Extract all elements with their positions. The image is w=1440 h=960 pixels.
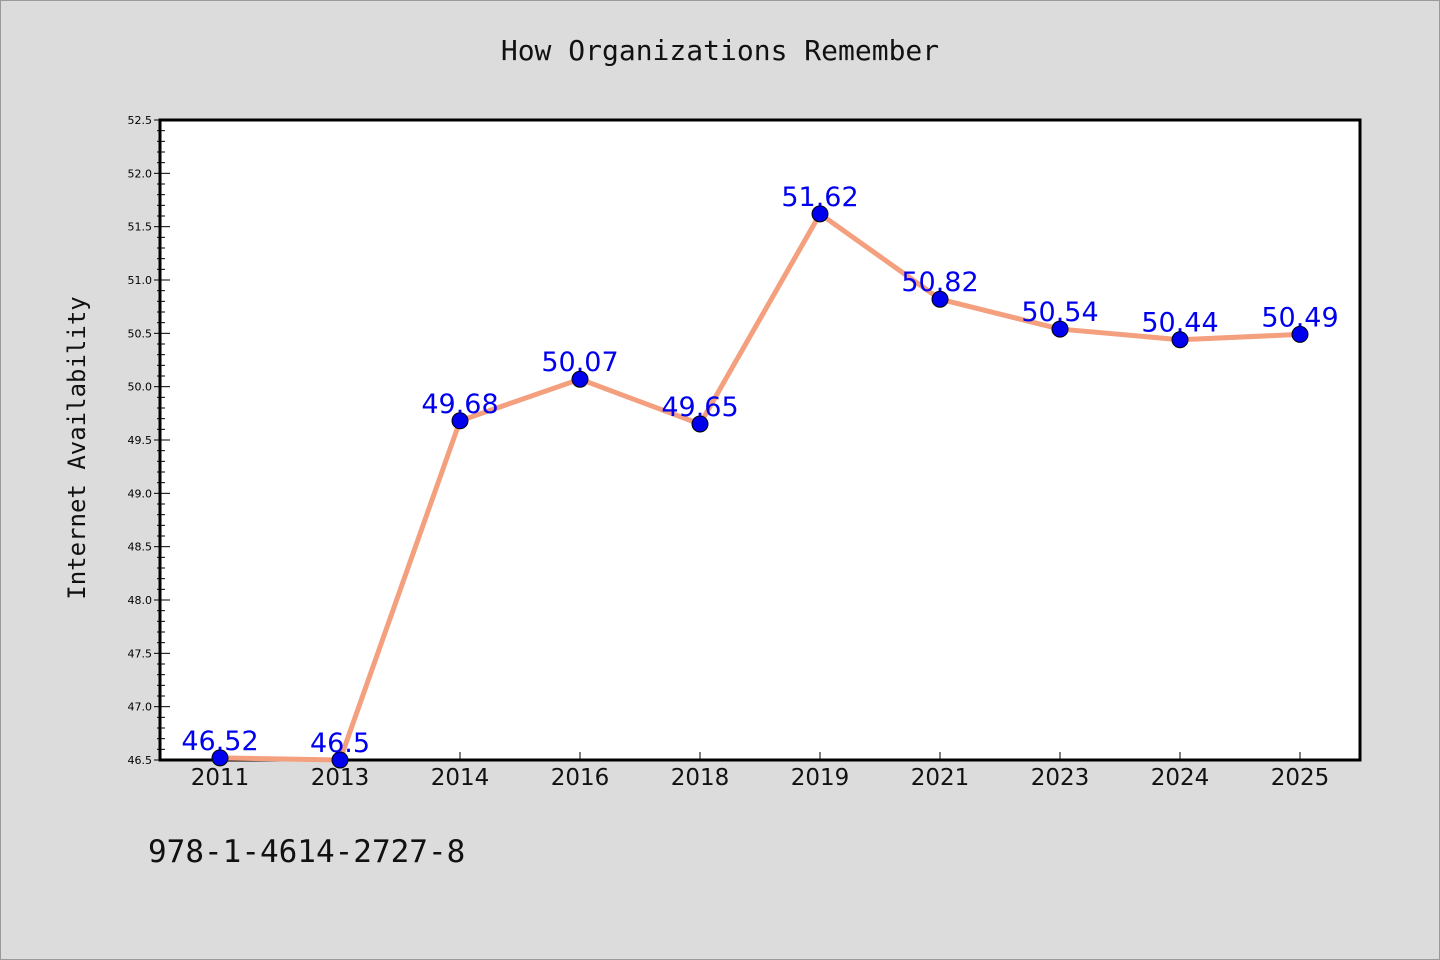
y-tick-label: 49.0 [128,487,153,500]
data-point [1051,320,1069,338]
y-tick-label: 52.5 [128,114,153,127]
data-label: 49.68 [421,389,498,420]
y-tick-label: 51.5 [128,221,153,234]
data-point [211,749,229,767]
y-tick-label: 52.0 [128,167,153,180]
x-axis-ticks: 2011 2013 2014 2016 2018 2019 2021 2023 2024 2025 [191,752,1330,791]
data-labels: 46.52 46.5 49.68 50.07 49.65 51.62 50.82 50.54 5… [181,182,1338,759]
data-point [331,751,349,769]
x-tick-label: 2024 [1151,765,1210,791]
y-tick-label: 46.5 [128,754,153,767]
y-tick-label: 49.5 [128,434,153,447]
x-tick-label: 2019 [791,765,850,791]
y-tick-label: 50.0 [128,381,153,394]
data-label: 50.49 [1261,302,1338,333]
data-label: 51.62 [781,182,858,213]
x-tick-label: 2014 [431,765,490,791]
series-group [211,205,1309,769]
chart-title: How Organizations Remember [500,34,940,67]
x-tick-label: 2018 [671,765,730,791]
data-point [691,415,709,433]
x-tick-label: 2025 [1271,765,1330,791]
y-axis-ticks: 46.5 47.0 47.5 48.0 48.5 49.0 49.5 50.0 50.5 51.0… [128,114,170,767]
data-label: 50.07 [541,347,618,378]
data-point [811,205,829,223]
data-label: 50.44 [1141,308,1218,339]
isbn-text: 978-1-4614-2727-8 [148,834,466,870]
data-label: 46.52 [181,726,258,757]
y-tick-label: 48.0 [128,594,153,607]
y-tick-label: 47.5 [128,647,153,660]
x-tick-label: 2011 [191,765,250,791]
x-tick-label: 2021 [911,765,970,791]
data-point [1291,325,1309,343]
y-tick-label: 51.0 [128,274,153,287]
x-tick-label: 2023 [1031,765,1090,791]
series-line [219,211,1301,763]
y-tick-label: 50.5 [128,327,153,340]
data-label: 50.82 [901,267,978,298]
y-tick-label: 48.5 [128,541,153,554]
data-point [451,412,469,430]
x-tick-label: 2013 [311,765,370,791]
data-label: 46.5 [310,728,370,759]
data-point [931,290,949,308]
data-label: 49.65 [661,392,738,423]
x-tick-label: 2016 [551,765,610,791]
plot-area [158,118,1362,762]
y-tick-label: 47.0 [128,701,153,714]
data-label: 50.54 [1021,297,1098,328]
data-point [1171,331,1189,349]
data-point [571,370,589,388]
